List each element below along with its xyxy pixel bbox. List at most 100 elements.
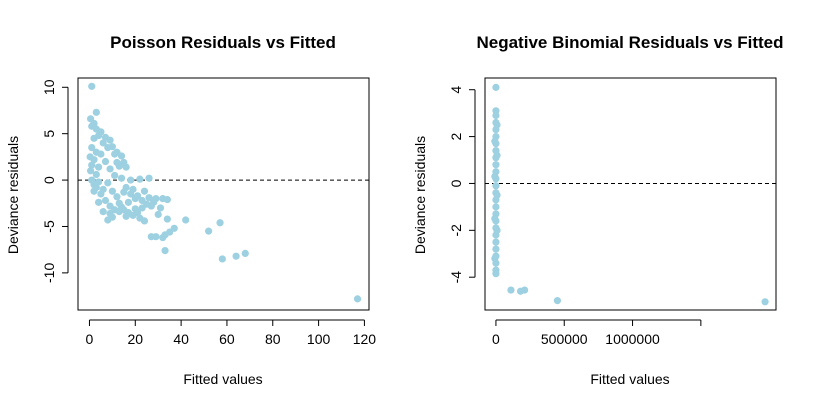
negbin-y-tick-label: -2 <box>448 224 464 237</box>
poisson-data-point <box>131 205 139 213</box>
poisson-y-tick-label: 0 <box>41 176 57 184</box>
poisson-data-point <box>111 150 119 158</box>
poisson-data-point <box>205 227 213 235</box>
poisson-data-point <box>161 247 169 255</box>
negbin-data-point <box>761 298 769 306</box>
negbin-data-point <box>521 286 529 294</box>
poisson-data-point <box>90 187 98 195</box>
poisson-data-point <box>104 144 112 152</box>
negbin-data-point <box>493 191 501 199</box>
poisson-data-point <box>99 185 107 193</box>
poisson-data-point <box>133 192 142 200</box>
poisson-x-tick-label: 120 <box>353 331 377 347</box>
negbin-data-point <box>507 286 515 294</box>
negbin-data-point <box>492 161 500 169</box>
negbin-data-point <box>491 137 499 145</box>
poisson-x-tick-label: 80 <box>265 331 281 347</box>
poisson-data-point <box>145 174 153 182</box>
negbin-x-tick-label: 500000 <box>541 331 588 347</box>
poisson-data-point <box>106 136 114 144</box>
poisson-data-point <box>99 208 107 216</box>
poisson-data-point <box>90 134 98 142</box>
poisson-x-tick-label: 40 <box>173 331 189 347</box>
negbin-data-point <box>492 245 500 253</box>
poisson-x-tick-label: 60 <box>219 331 235 347</box>
poisson-data-point <box>99 139 107 147</box>
poisson-data-point <box>156 204 165 212</box>
negbin-data-point <box>493 226 501 234</box>
poisson-y-axis-label: Deviance residuals <box>5 136 21 254</box>
poisson-y-tick-label: 5 <box>41 130 57 138</box>
poisson-data-point <box>95 178 103 186</box>
poisson-data-point <box>111 171 119 180</box>
poisson-data-point <box>104 179 112 187</box>
poisson-data-point <box>120 188 128 196</box>
poisson-chart-title: Poisson Residuals vs Fitted <box>110 33 336 52</box>
negbin-panel: Negative Binomial Residuals vs Fitted Fi… <box>412 33 784 387</box>
poisson-data-point <box>140 217 149 225</box>
negbin-data-point <box>491 172 499 181</box>
poisson-data-point <box>136 175 144 183</box>
poisson-data-point <box>113 158 121 167</box>
negbin-data-point <box>493 121 501 129</box>
poisson-data-point <box>90 156 98 164</box>
poisson-data-point <box>113 193 121 201</box>
negbin-data-point <box>492 270 500 278</box>
poisson-data-point <box>138 196 146 205</box>
negbin-chart-title: Negative Binomial Residuals vs Fitted <box>476 33 783 52</box>
negbin-x-tick-label: 1000000 <box>605 331 660 347</box>
poisson-data-point <box>241 249 249 257</box>
poisson-data-point <box>88 82 96 90</box>
poisson-data-point <box>88 161 96 169</box>
poisson-data-point <box>122 212 130 220</box>
negbin-data-point <box>492 238 500 246</box>
poisson-data-point <box>87 167 95 175</box>
poisson-data-point <box>92 148 100 156</box>
poisson-data-point <box>117 152 126 160</box>
poisson-data-point <box>117 203 126 211</box>
poisson-data-point <box>117 174 126 182</box>
poisson-data-point <box>88 144 96 152</box>
negbin-data-point <box>493 151 501 159</box>
poisson-data-point <box>106 209 114 218</box>
poisson-data-point <box>150 198 158 206</box>
poisson-data-point <box>163 195 171 204</box>
poisson-x-axis-label: Fitted values <box>183 371 262 387</box>
negbin-y-axis-label: Deviance residuals <box>412 136 428 254</box>
poisson-data-point <box>129 185 137 193</box>
poisson-data-point <box>106 165 114 173</box>
poisson-data-point <box>92 170 100 179</box>
negbin-data-point <box>492 182 500 190</box>
poisson-data-point <box>122 163 130 171</box>
poisson-data-point <box>216 219 224 227</box>
negbin-data-point <box>491 215 499 223</box>
negbin-data-point <box>492 111 500 120</box>
poisson-data-point <box>218 255 226 263</box>
poisson-x-tick-label: 100 <box>307 331 331 347</box>
poisson-y-tick-label: 10 <box>41 79 57 95</box>
poisson-y-tick-label: -10 <box>41 263 57 283</box>
negbin-data-point <box>492 83 500 91</box>
poisson-data-point <box>104 216 112 224</box>
poisson-panel: Poisson Residuals vs Fitted Fitted value… <box>5 33 376 387</box>
poisson-x-tick-label: 20 <box>127 331 143 347</box>
negbin-data-point <box>553 297 562 305</box>
poisson-x-tick-label: 0 <box>86 331 94 347</box>
poisson-data-point <box>163 215 171 223</box>
poisson-data-point <box>127 176 135 184</box>
poisson-data-point <box>140 187 149 195</box>
poisson-data-point <box>182 216 190 224</box>
poisson-y-tick-label: -5 <box>41 220 57 233</box>
negbin-y-tick-label: 2 <box>448 132 464 140</box>
poisson-data-point <box>101 196 110 205</box>
poisson-data-point <box>108 187 116 195</box>
poisson-data-point <box>353 295 362 303</box>
poisson-data-point <box>95 163 103 171</box>
poisson-data-point <box>124 198 133 206</box>
poisson-data-point <box>92 108 100 116</box>
poisson-data-point <box>154 210 162 219</box>
negbin-plot-frame <box>484 77 777 311</box>
negbin-y-tick-label: -4 <box>448 271 464 284</box>
poisson-data-point <box>95 198 103 206</box>
